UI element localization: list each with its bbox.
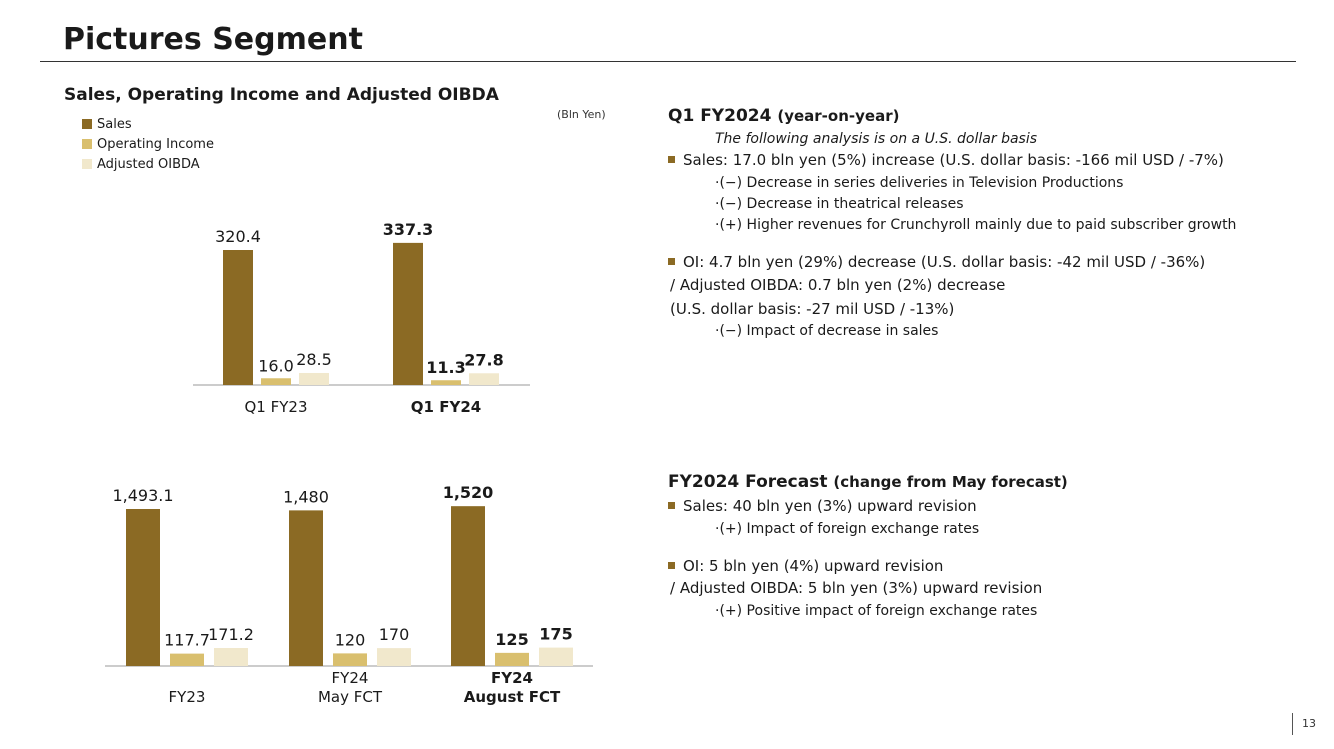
bar-adjusted-oibda bbox=[469, 373, 499, 385]
q1-sales-bullet: Sales: 17.0 bln yen (5%) increase (U.S. … bbox=[668, 151, 1236, 169]
fy-sales-item: ·(+) Impact of foreign exchange rates bbox=[715, 521, 980, 537]
bullet-icon bbox=[668, 156, 675, 163]
fy-sales-text: Sales: 40 bln yen (3%) upward revision bbox=[683, 497, 977, 515]
legend-swatch-adjusted-oibda bbox=[82, 159, 92, 169]
category-label: FY24 bbox=[332, 669, 369, 687]
data-label: 125 bbox=[495, 630, 528, 649]
q1-sales-item: ·(+) Higher revenues for Crunchyroll mai… bbox=[715, 217, 1237, 233]
bar-operating-income bbox=[261, 378, 291, 385]
q1-analysis: Q1 FY2024 (year-on-year) The following a… bbox=[668, 106, 1236, 339]
bar-sales bbox=[126, 509, 160, 666]
legend-label-sales: Sales bbox=[97, 116, 132, 132]
bar-adjusted-oibda bbox=[377, 648, 411, 666]
fy-oibda-text: / Adjusted OIBDA: 5 bln yen (3%) upward … bbox=[670, 579, 1043, 597]
q1-basis-note: The following analysis is on a U.S. doll… bbox=[715, 131, 1038, 147]
fy-sales-bullet: Sales: 40 bln yen (3%) upward revision bbox=[668, 497, 1068, 515]
fy-forecast: FY2024 Forecast (change from May forecas… bbox=[668, 472, 1068, 619]
fy-oi-text: OI: 5 bln yen (4%) upward revision bbox=[683, 557, 944, 575]
q1-oibda-text: / Adjusted OIBDA: 0.7 bln yen (2%) decre… bbox=[670, 276, 1006, 294]
data-label: 337.3 bbox=[383, 220, 434, 239]
bullet-icon bbox=[668, 258, 675, 265]
data-label: 170 bbox=[379, 625, 410, 644]
bar-operating-income bbox=[431, 380, 461, 385]
legend-label-operating-income: Operating Income bbox=[97, 136, 214, 152]
data-label: 320.4 bbox=[215, 227, 261, 246]
bar-adjusted-oibda bbox=[214, 647, 248, 666]
data-label: 171.2 bbox=[208, 625, 254, 644]
fy-heading-sub: (change from May forecast) bbox=[833, 473, 1068, 491]
fy-heading-main: FY2024 Forecast bbox=[668, 472, 828, 492]
category-label: Q1 FY24 bbox=[411, 398, 481, 416]
category-label: FY23 bbox=[169, 688, 206, 706]
q1-oibda-usd-text: (U.S. dollar basis: -27 mil USD / -13%) bbox=[670, 300, 955, 318]
data-label: 1,480 bbox=[283, 487, 329, 506]
bullet-icon bbox=[668, 502, 675, 509]
q1-oi-bullet: OI: 4.7 bln yen (29%) decrease (U.S. dol… bbox=[668, 253, 1236, 271]
page-title: Pictures Segment bbox=[63, 22, 363, 57]
data-label: 11.3 bbox=[426, 358, 465, 377]
q1-oi-item: ·(−) Impact of decrease in sales bbox=[715, 323, 939, 339]
legend-item-sales: Sales bbox=[82, 114, 214, 134]
bar-adjusted-oibda bbox=[539, 647, 573, 666]
q1-heading: Q1 FY2024 (year-on-year) bbox=[668, 106, 1236, 126]
chart-legend: Sales Operating Income Adjusted OIBDA bbox=[82, 114, 214, 174]
legend-swatch-operating-income bbox=[82, 139, 92, 149]
bar-charts: 320.4 16.0 28.5 Q1 FY23 337.3 11.327.8 Q1 FY24… bbox=[105, 220, 593, 706]
category-label: FY24 bbox=[491, 669, 533, 687]
category-label: August FCT bbox=[464, 688, 561, 706]
q1-sales-item: ·(−) Decrease in series deliveries in Te… bbox=[715, 175, 1124, 191]
fy-oi-bullet: OI: 5 bln yen (4%) upward revision bbox=[668, 557, 1068, 575]
data-label: 28.5 bbox=[296, 350, 332, 369]
legend-item-operating-income: Operating Income bbox=[82, 134, 214, 154]
q1-oi-text: OI: 4.7 bln yen (29%) decrease (U.S. dol… bbox=[683, 253, 1206, 271]
bar-adjusted-oibda bbox=[299, 372, 329, 385]
fy-oi-item: ·(+) Positive impact of foreign exchange… bbox=[715, 603, 1038, 619]
bar-operating-income bbox=[333, 653, 367, 666]
data-label: 1,493.1 bbox=[112, 486, 173, 505]
data-label: 16.0 bbox=[258, 356, 294, 375]
q1-sales-item: ·(−) Decrease in theatrical releases bbox=[715, 196, 964, 212]
bar-sales bbox=[451, 506, 485, 666]
fy-heading: FY2024 Forecast (change from May forecas… bbox=[668, 472, 1068, 492]
legend-item-adjusted-oibda: Adjusted OIBDA bbox=[82, 154, 214, 174]
data-label: 27.8 bbox=[464, 350, 503, 369]
data-label: 175 bbox=[539, 625, 572, 644]
bar-sales bbox=[223, 250, 253, 385]
chart-section-title: Sales, Operating Income and Adjusted OIB… bbox=[64, 85, 499, 105]
bar-operating-income bbox=[170, 653, 204, 666]
bar-sales bbox=[289, 510, 323, 666]
bar-sales bbox=[393, 242, 423, 385]
category-label: May FCT bbox=[318, 688, 383, 706]
unit-label: (Bln Yen) bbox=[557, 108, 606, 121]
data-label: 1,520 bbox=[443, 483, 494, 502]
data-label: 117.7 bbox=[164, 631, 210, 650]
q1-heading-main: Q1 FY2024 bbox=[668, 106, 772, 126]
category-label: Q1 FY23 bbox=[245, 398, 308, 416]
legend-swatch-sales bbox=[82, 119, 92, 129]
legend-label-adjusted-oibda: Adjusted OIBDA bbox=[97, 156, 200, 172]
bullet-icon bbox=[668, 562, 675, 569]
page-number: 13 bbox=[1292, 713, 1316, 735]
q1-heading-sub: (year-on-year) bbox=[777, 107, 900, 125]
bar-operating-income bbox=[495, 652, 529, 666]
title-divider bbox=[40, 61, 1296, 62]
data-label: 120 bbox=[335, 630, 366, 649]
q1-sales-text: Sales: 17.0 bln yen (5%) increase (U.S. … bbox=[683, 151, 1224, 169]
